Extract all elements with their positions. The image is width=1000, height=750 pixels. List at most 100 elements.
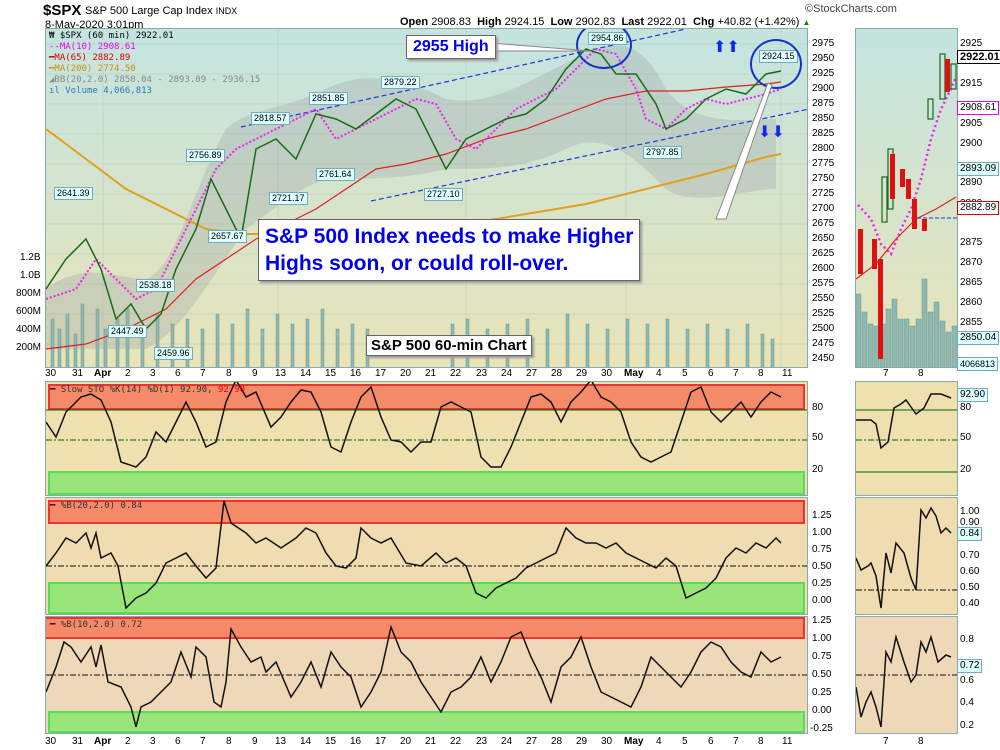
x-tick: 4 xyxy=(656,736,662,747)
x-tick: 6 xyxy=(708,368,714,379)
copyright: ©StockCharts.com xyxy=(805,3,897,15)
zoom-y-tick: 2855 xyxy=(960,317,983,328)
bb-mid-tag: 2893.09 xyxy=(957,162,1000,176)
zoom-sto-tick: 80 xyxy=(960,402,972,413)
zoom-pctb10-panel[interactable] xyxy=(855,616,958,734)
price-label: 2851.85 xyxy=(309,92,348,105)
zoom-x-tick: 8 xyxy=(918,736,924,747)
y-tick: 2725 xyxy=(812,188,835,199)
last-price-tag: 2922.01 xyxy=(957,50,1000,64)
zoom-sto-panel[interactable] xyxy=(855,381,958,496)
zoom-y-tick: 2875 xyxy=(960,237,983,248)
x-tick: 17 xyxy=(375,736,387,747)
zoom-pctb20-tick: 0.50 xyxy=(960,582,980,593)
x-tick: 2 xyxy=(125,736,131,747)
pctb10-tick: 1.25 xyxy=(812,615,832,626)
legend-ma200: ━MA(200) 2774.50 xyxy=(49,64,260,75)
legend-ma10: --MA(10) 2908.61 xyxy=(49,42,260,53)
price-label: 2756.89 xyxy=(186,149,225,162)
legend-bb-text: BB(20,2.0) 2850.04 - 2893.09 - 2936.15 xyxy=(54,75,261,85)
y-tick: 2525 xyxy=(812,308,835,319)
x-tick: 30 xyxy=(45,736,57,747)
x-tick: 31 xyxy=(72,736,84,747)
price-label: 2727.10 xyxy=(424,188,463,201)
high-value: 2924.15 xyxy=(504,16,545,28)
x-tick: 8 xyxy=(226,368,232,379)
y-tick: 2475 xyxy=(812,338,835,349)
sto-line-svg xyxy=(46,382,807,468)
zoom-pctb20-panel[interactable] xyxy=(855,497,958,615)
y-tick: 2450 xyxy=(812,353,835,364)
pctb20-legend-text: %B(20,2.0) 0.84 xyxy=(60,501,143,511)
pctb10-tick: 1.00 xyxy=(812,633,832,644)
zoom-y-tick: 2870 xyxy=(960,257,983,268)
x-tick: 22 xyxy=(450,736,462,747)
price-label: 2818.57 xyxy=(251,112,290,125)
legend-ma200-text: MA(200) 2774.50 xyxy=(54,64,136,74)
callout-line-1: S&P 500 Index needs to make Higher xyxy=(265,225,634,248)
x-tick: May xyxy=(624,368,644,379)
x-tick: 8 xyxy=(226,736,232,747)
legend-price: ₩ $SPX (60 min) 2922.01 xyxy=(49,31,260,42)
x-tick: 14 xyxy=(300,368,312,379)
zoom-y-tick: 2865 xyxy=(960,277,983,288)
price-label: 2538.18 xyxy=(136,279,175,292)
x-tick: 7 xyxy=(200,736,206,747)
zoom-pctb10-tick: 0.2 xyxy=(960,720,974,731)
up-arrow-icon: ⬆⬆ xyxy=(713,39,740,56)
x-tick: 15 xyxy=(325,368,337,379)
zoom-pctb10-tick: 0.8 xyxy=(960,634,974,645)
x-tick: 14 xyxy=(300,736,312,747)
low-value: 2902.83 xyxy=(575,16,616,28)
zoom-y-tick: 2905 xyxy=(960,118,983,129)
low-label: Low xyxy=(550,16,573,28)
x-tick: May xyxy=(624,736,644,747)
down-arrow-icon: ⬇⬇ xyxy=(758,124,785,141)
x-tick: 30 xyxy=(601,368,613,379)
y-tick: 2850 xyxy=(812,113,835,124)
bb-low-tag: 2850.04 xyxy=(957,331,1000,345)
zoom-pctb10-tick: 0.4 xyxy=(960,697,974,708)
pctb20-tick: 1.00 xyxy=(812,527,832,538)
pctb20-tick: 1.25 xyxy=(812,510,832,521)
zoom-pctb20-svg xyxy=(856,506,957,609)
pctb20-tick: 0.25 xyxy=(812,578,832,589)
pctb10-legend: ━ %B(10,2.0) 0.72 xyxy=(50,620,142,631)
zoom-price-panel[interactable] xyxy=(855,28,958,368)
chg-label: Chg xyxy=(693,16,715,28)
x-tick: 21 xyxy=(425,736,437,747)
sto-tick: 50 xyxy=(812,432,824,443)
recent-circle xyxy=(750,39,802,89)
x-tick: 23 xyxy=(476,736,488,747)
x-tick: 2 xyxy=(125,368,131,379)
volume-tag: 4066813 xyxy=(957,357,999,371)
y-tick: 2500 xyxy=(812,323,835,334)
zoom-y-tick: 2915 xyxy=(960,78,983,89)
x-tick: 27 xyxy=(526,736,538,747)
y-tick: 2550 xyxy=(812,293,835,304)
price-label: 2657.67 xyxy=(208,230,247,243)
pctb20-tick: 0.75 xyxy=(812,544,832,555)
zoom-x-tick: 7 xyxy=(883,368,889,379)
pctb10-panel[interactable]: ━ %B(10,2.0) 0.72 xyxy=(45,616,808,734)
x-tick: Apr xyxy=(94,368,112,379)
slow-sto-panel[interactable]: ━ Slow STO %K(14) %D(1) 92.90, 92.90 xyxy=(45,381,808,496)
x-tick: 11 xyxy=(782,736,793,747)
line-icon: ━ xyxy=(49,64,55,74)
open-value: 2908.83 xyxy=(431,16,471,28)
sto-value-tag: 92.90 xyxy=(957,388,989,402)
sto-tick: 80 xyxy=(812,402,824,413)
line-icon: ━ xyxy=(50,620,56,630)
open-label: Open xyxy=(400,16,429,28)
last-label: Last xyxy=(621,16,645,28)
x-tick: 16 xyxy=(350,368,362,379)
main-price-panel[interactable]: ₩ $SPX (60 min) 2922.01 --MA(10) 2908.61… xyxy=(45,28,808,368)
pctb20-panel[interactable]: ━ %B(20,2.0) 0.84 xyxy=(45,497,808,615)
x-tick: 11 xyxy=(782,368,793,379)
x-tick: 20 xyxy=(400,736,412,747)
pctb10-tick: 0.25 xyxy=(812,687,832,698)
x-tick: 31 xyxy=(72,368,84,379)
price-legend: ₩ $SPX (60 min) 2922.01 --MA(10) 2908.61… xyxy=(49,31,260,97)
zoom-sto-svg xyxy=(856,393,957,473)
x-tick: 30 xyxy=(45,368,57,379)
